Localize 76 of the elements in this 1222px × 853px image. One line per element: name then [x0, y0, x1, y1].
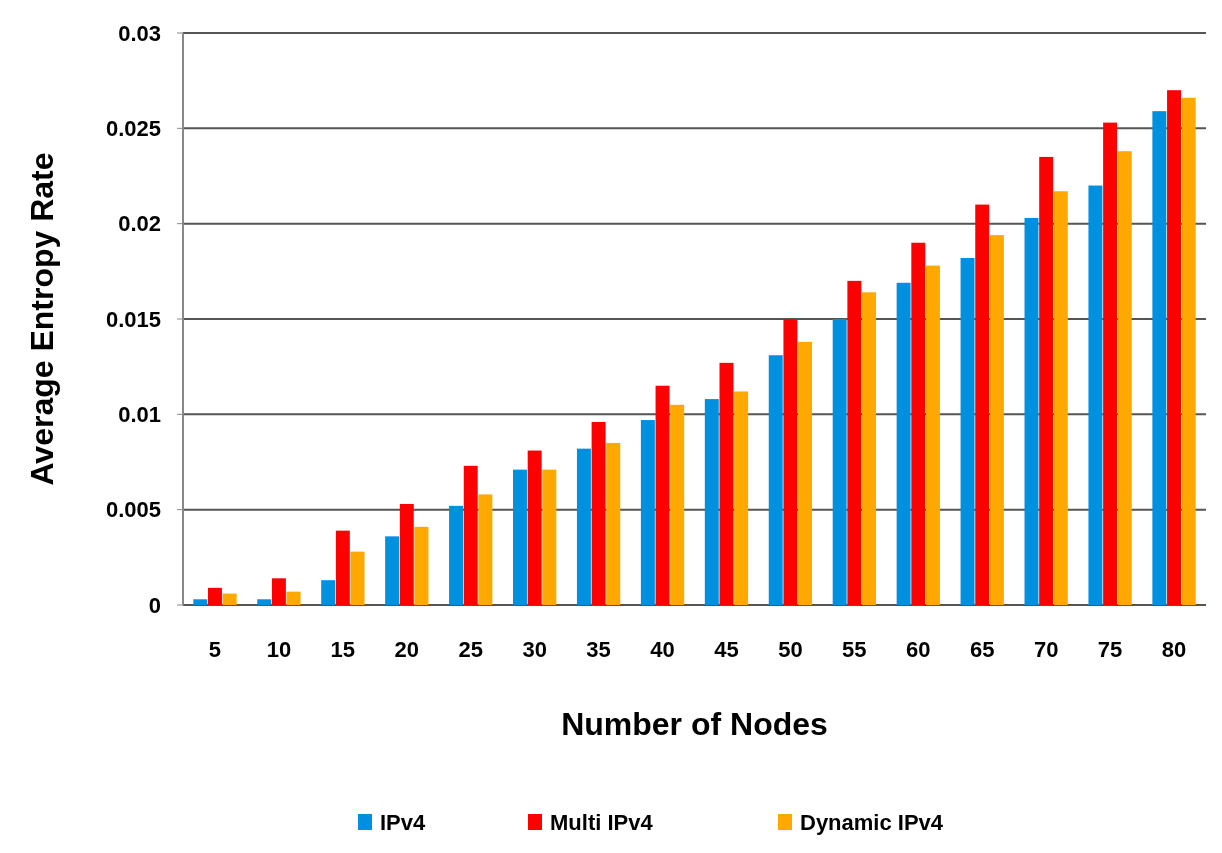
bar	[286, 591, 301, 605]
bar	[925, 265, 940, 605]
bar	[655, 385, 670, 605]
x-tick-label: 70	[1033, 637, 1059, 662]
bar	[989, 235, 1004, 605]
bar	[1167, 90, 1181, 605]
y-tick-label: 0.02	[118, 211, 161, 237]
bar	[1088, 185, 1103, 605]
bar	[414, 526, 429, 605]
bar	[670, 404, 685, 605]
bar	[399, 503, 414, 605]
bar	[542, 469, 557, 605]
y-tick-label: 0.025	[105, 116, 161, 142]
bar	[335, 530, 350, 605]
x-axis-title: Number of Nodes	[561, 706, 828, 742]
bar	[798, 341, 813, 605]
x-tick-label: 80	[1161, 637, 1187, 662]
legend-label: Dynamic IPv4	[800, 810, 944, 835]
y-tick-label: 0.01	[118, 402, 161, 428]
bar	[606, 442, 621, 605]
bar	[463, 465, 478, 605]
bar	[960, 257, 975, 605]
bar	[449, 505, 464, 605]
y-axis-title: Average Entropy Rate	[24, 152, 60, 486]
bar	[222, 593, 237, 605]
legend-label: IPv4	[380, 810, 427, 835]
bar	[832, 319, 847, 605]
bar	[385, 536, 400, 605]
bar	[640, 420, 655, 605]
x-tick-label: 25	[458, 637, 483, 662]
bar	[576, 448, 591, 605]
bar	[768, 355, 783, 605]
bar	[1103, 122, 1118, 605]
x-tick-label: 15	[330, 637, 356, 662]
bar	[1181, 97, 1196, 605]
bar	[783, 319, 798, 605]
x-tick-label: 50	[778, 637, 803, 662]
bar	[350, 551, 365, 605]
bar	[1039, 156, 1054, 605]
bar	[719, 362, 734, 605]
legend-label: Multi IPv4	[550, 810, 654, 835]
bar	[911, 242, 926, 605]
bar	[975, 204, 990, 605]
bar	[257, 599, 272, 605]
y-tick-label: 0.005	[105, 497, 161, 523]
x-tick-label: 45	[714, 637, 739, 662]
bar	[591, 421, 606, 605]
y-tick-label: 0.015	[105, 306, 161, 332]
bar	[513, 469, 527, 605]
x-tick-label: 40	[650, 637, 675, 662]
bar	[734, 391, 749, 605]
x-tick-label: 55	[842, 637, 867, 662]
y-tick-label: 0.03	[118, 20, 161, 46]
bar	[478, 494, 493, 605]
bar	[208, 587, 222, 605]
bar	[321, 580, 336, 605]
bar	[1053, 191, 1068, 605]
x-tick-label: 30	[522, 637, 547, 662]
bar	[847, 280, 862, 605]
bar	[271, 578, 286, 605]
x-tick-label: 5	[208, 637, 222, 662]
x-tick-label: 20	[394, 637, 420, 662]
bar	[1117, 151, 1132, 605]
x-tick-label: 10	[266, 637, 292, 662]
x-tick-label: 65	[969, 637, 995, 662]
bar	[862, 292, 876, 605]
x-tick-label: 75	[1097, 637, 1123, 662]
x-tick-label: 35	[586, 637, 611, 662]
bar	[704, 399, 719, 605]
bar	[896, 282, 911, 605]
y-tick-label: 0	[148, 592, 161, 618]
x-tick-label: 60	[906, 637, 931, 662]
bar	[193, 599, 208, 605]
bar	[1024, 217, 1039, 605]
bar	[527, 450, 542, 605]
bar	[1152, 111, 1167, 605]
